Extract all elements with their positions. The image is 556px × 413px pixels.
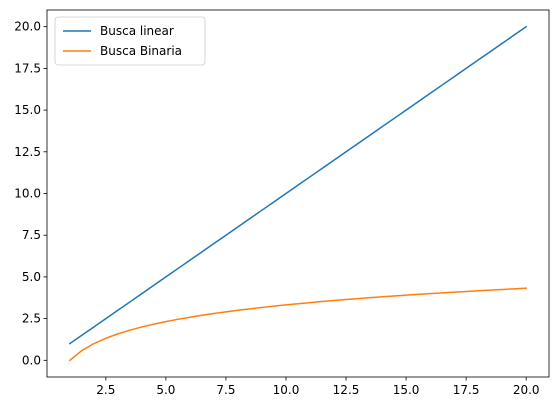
x-tick-label: 2.5 (96, 383, 115, 397)
x-tick-label: 7.5 (216, 383, 235, 397)
y-tick-label: 10.0 (14, 187, 41, 201)
series-layer (68, 25, 528, 362)
legend: Busca linear Busca Binaria (54, 16, 206, 66)
legend-box (54, 16, 206, 66)
x-tick-label: 17.5 (453, 383, 480, 397)
x-axis-ticks: 2.5 5.0 7.5 10.0 12.5 15.0 17.5 20.0 (96, 377, 540, 397)
y-tick-label: 2.5 (22, 312, 41, 326)
legend-label-0: Busca linear (100, 24, 174, 38)
y-tick-label: 12.5 (14, 145, 41, 159)
plot-area (47, 10, 549, 377)
y-tick-label: 17.5 (14, 61, 41, 75)
x-tick-label: 15.0 (393, 383, 420, 397)
x-tick-label: 20.0 (513, 383, 540, 397)
x-tick-label: 12.5 (333, 383, 360, 397)
plot-frame (46, 9, 550, 378)
series-line-1 (68, 287, 527, 362)
y-tick-label: 0.0 (22, 353, 41, 367)
y-tick-label: 20.0 (14, 20, 41, 34)
x-tick-label: 10.0 (273, 383, 300, 397)
x-tick-label: 5.0 (156, 383, 175, 397)
legend-label-1: Busca Binaria (100, 44, 182, 58)
y-tick-label: 15.0 (14, 103, 41, 117)
series-line-0 (68, 25, 528, 345)
y-tick-label: 7.5 (22, 228, 41, 242)
y-tick-label: 5.0 (22, 270, 41, 284)
y-axis-ticks: 0.0 2.5 5.0 7.5 10.0 12.5 15.0 17.5 20.0 (14, 20, 47, 367)
